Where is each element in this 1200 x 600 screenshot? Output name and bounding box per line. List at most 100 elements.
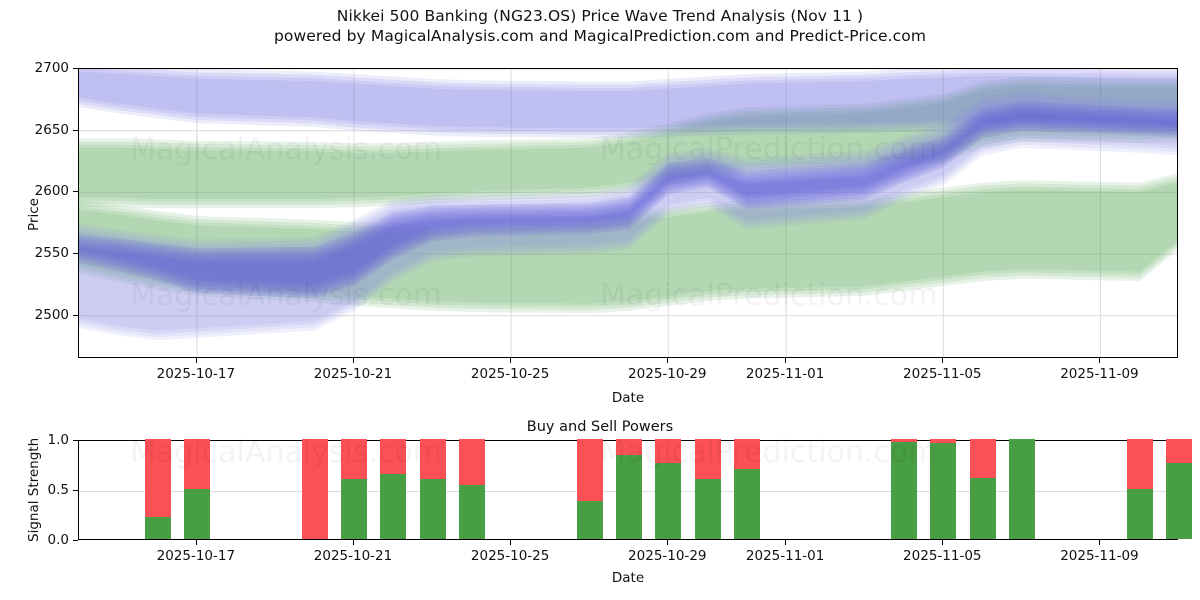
buy-power-segment (1166, 463, 1192, 539)
x-tick-mark (667, 358, 669, 363)
bar-x-tick-mark (942, 540, 944, 545)
price-chart-plot-area (79, 69, 1177, 357)
y-tick-mark (73, 253, 78, 255)
sell-power-segment (419, 439, 446, 479)
y-tick-mark (73, 68, 78, 69)
signal-bar[interactable] (458, 439, 485, 539)
sell-power-segment (183, 439, 210, 489)
x-tick-mark (510, 358, 512, 363)
signal-bar[interactable] (891, 439, 917, 539)
y-tick-label: 2500 (34, 306, 69, 323)
sell-power-segment (301, 439, 328, 539)
x-tick-mark (195, 358, 197, 363)
bar-x-tick-mark (195, 540, 197, 545)
sell-power-segment (694, 439, 721, 479)
buy-power-segment (733, 469, 760, 539)
y-tick-mark (73, 191, 78, 193)
bar-x-tick-mark (510, 540, 512, 545)
sell-power-segment (1166, 439, 1192, 463)
y-tick-label: 2700 (34, 60, 69, 76)
bar-chart-xlabel: Date (611, 570, 645, 586)
x-tick-mark (942, 358, 944, 363)
x-tick-label: 2025-10-29 (628, 366, 707, 382)
buy-power-segment (1008, 439, 1035, 539)
y-tick-label: 2650 (34, 121, 69, 138)
signal-bar[interactable] (419, 439, 446, 539)
signal-bar[interactable] (380, 439, 407, 539)
signal-bar[interactable] (694, 439, 721, 539)
sell-power-segment (969, 439, 996, 478)
bar-x-tick-label: 2025-11-01 (745, 548, 825, 564)
bar-x-tick-mark (1099, 540, 1101, 545)
x-tick-label: 2025-11-05 (903, 366, 982, 382)
x-tick-label: 2025-10-25 (470, 366, 550, 382)
bar-x-tick-mark (667, 540, 669, 545)
buy-power-segment (458, 485, 485, 539)
bar-chart-ylabel: Signal Strength (26, 437, 42, 542)
bar-x-tick-label: 2025-11-05 (903, 548, 982, 564)
bar-y-tick-mark (73, 540, 78, 541)
bar-y-tick-mark (73, 490, 78, 491)
x-tick-mark (1099, 358, 1101, 363)
x-tick-label: 2025-11-01 (745, 366, 825, 382)
buy-power-segment (930, 443, 957, 539)
signal-bar[interactable] (1166, 439, 1192, 539)
buy-power-segment (380, 474, 407, 539)
sell-power-segment (341, 439, 367, 479)
signal-bar[interactable] (655, 439, 682, 539)
bar-chart-title: Buy and Sell Powers (526, 419, 674, 435)
buy-sell-chart-axes (78, 439, 1192, 540)
buy-power-segment (616, 455, 642, 539)
buy-power-segment (655, 463, 682, 539)
buy-power-segment (576, 501, 603, 539)
signal-bar[interactable] (341, 439, 367, 539)
bar-x-tick-label: 2025-10-29 (628, 548, 707, 564)
sell-power-segment (458, 439, 485, 485)
signal-bar[interactable] (301, 439, 328, 539)
buy-power-segment (1126, 489, 1153, 539)
sell-power-segment (733, 439, 760, 469)
bar-y-tick-label: 1.0 (47, 432, 69, 448)
buy-power-segment (183, 489, 210, 539)
x-tick-label: 2025-11-09 (1060, 366, 1139, 382)
bar-y-tick-label: 0.5 (47, 482, 69, 498)
buy-power-segment (891, 442, 917, 539)
sell-power-segment (380, 439, 407, 474)
signal-bar[interactable] (183, 439, 210, 539)
bar-y-tick-mark (73, 440, 78, 441)
signal-bar[interactable] (930, 439, 957, 539)
bar-x-tick-mark (785, 540, 787, 545)
bar-x-tick-label: 2025-10-21 (313, 548, 393, 564)
y-tick-mark (73, 314, 78, 316)
buy-power-segment (419, 479, 446, 539)
bar-x-tick-label: 2025-11-09 (1060, 548, 1139, 564)
y-tick-label: 2550 (34, 245, 69, 262)
sell-power-segment (576, 439, 603, 501)
y-tick-label: 2600 (34, 183, 69, 200)
x-tick-label: 2025-10-17 (156, 366, 236, 382)
buy-power-segment (144, 517, 171, 539)
signal-bar[interactable] (576, 439, 603, 539)
y-tick-mark (73, 129, 78, 131)
price-chart-xlabel: Date (611, 390, 645, 406)
signal-bar[interactable] (144, 439, 171, 539)
signal-bar[interactable] (1126, 439, 1153, 539)
sell-power-segment (655, 439, 682, 463)
page-title: Nikkei 500 Banking (NG23.OS) Price Wave … (336, 7, 864, 25)
x-tick-label: 2025-10-21 (313, 366, 393, 382)
signal-bar[interactable] (1008, 439, 1035, 539)
page-subtitle: powered by MagicalAnalysis.com and Magic… (273, 27, 927, 45)
price-chart-axes (78, 68, 1178, 358)
signal-bar[interactable] (969, 439, 996, 539)
sell-power-segment (144, 439, 171, 517)
buy-power-segment (969, 478, 996, 539)
sell-power-segment (891, 439, 917, 442)
signal-bar[interactable] (616, 439, 642, 539)
signal-bar[interactable] (733, 439, 760, 539)
sell-power-segment (1126, 439, 1153, 489)
bar-y-tick-label: 0.0 (47, 532, 69, 548)
price-chart-ylabel: Price (26, 198, 42, 231)
title-block: Nikkei 500 Banking (NG23.OS) Price Wave … (0, 6, 1200, 46)
sell-power-segment (616, 439, 642, 455)
